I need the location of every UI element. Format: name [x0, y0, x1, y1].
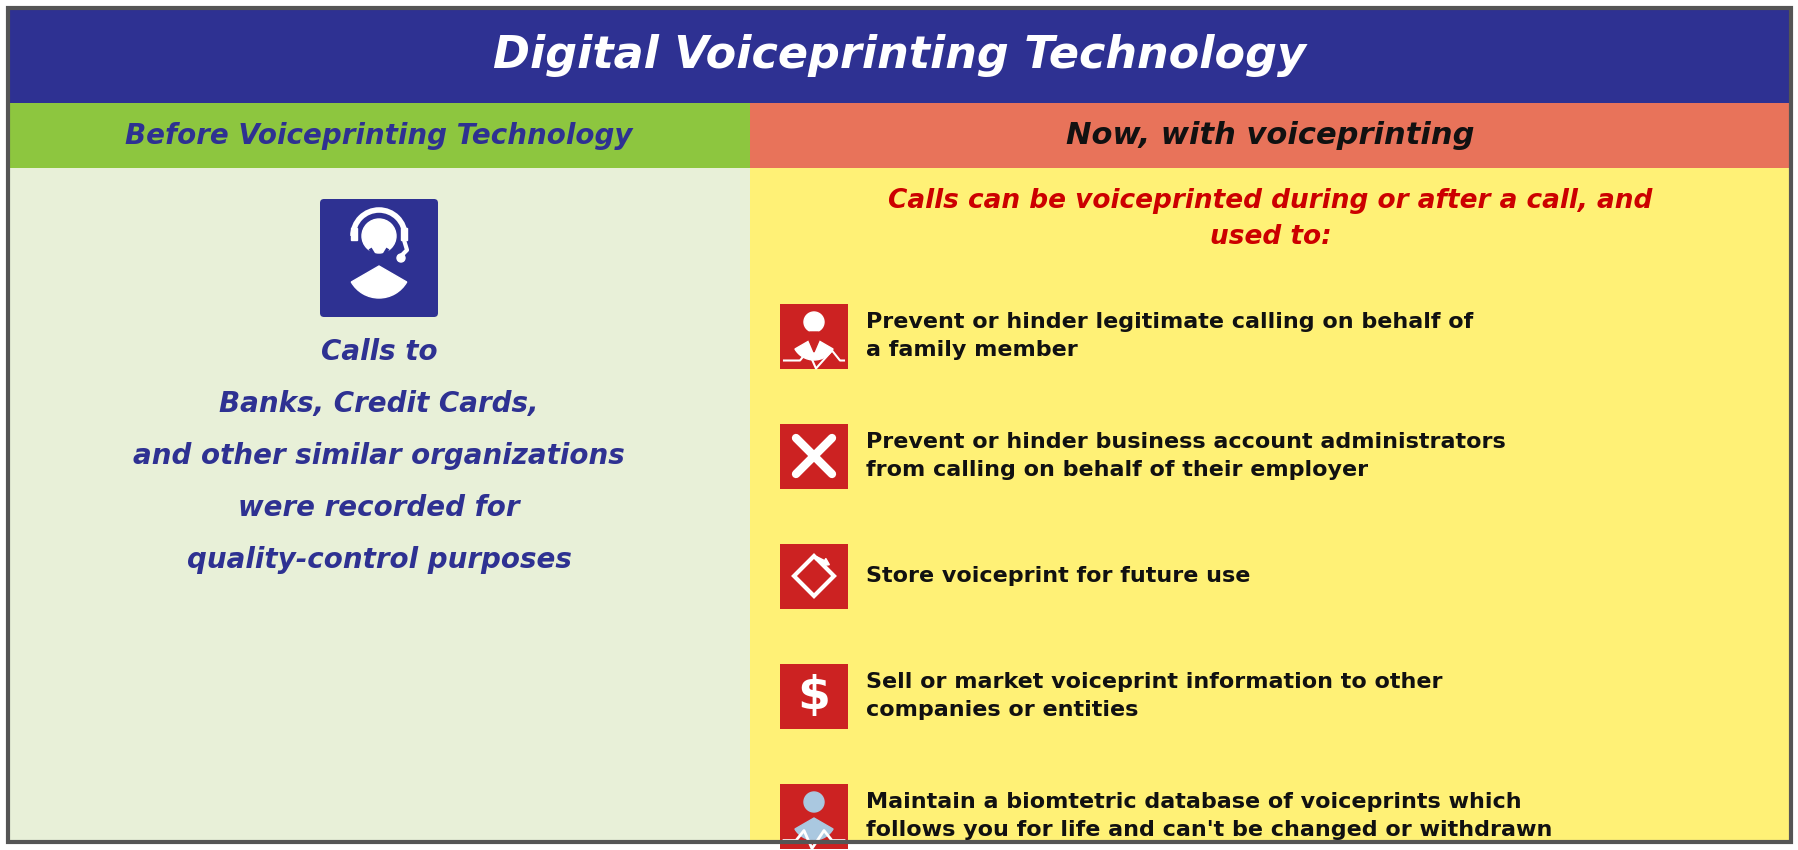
Text: Calls can be voiceprinted during or after a call, and
used to:: Calls can be voiceprinted during or afte… [888, 188, 1652, 250]
Bar [401, 228, 406, 240]
Text: Maintain a biomtetric database of voiceprints which
follows you for life and can: Maintain a biomtetric database of voicep… [865, 792, 1552, 840]
Circle shape [397, 254, 405, 262]
Text: Before Voiceprinting Technology: Before Voiceprinting Technology [126, 122, 633, 150]
Text: and other similar organizations: and other similar organizations [133, 442, 624, 470]
Bar [750, 168, 1791, 842]
Circle shape [361, 219, 396, 253]
Circle shape [804, 312, 823, 332]
Circle shape [804, 792, 823, 812]
Bar [7, 168, 750, 842]
Text: Prevent or hinder legitimate calling on behalf of
a family member: Prevent or hinder legitimate calling on … [865, 312, 1473, 360]
Text: Store voiceprint for future use: Store voiceprint for future use [865, 566, 1250, 586]
Text: quality-control purposes: quality-control purposes [187, 546, 572, 574]
FancyArrow shape [814, 557, 829, 565]
Polygon shape [807, 332, 820, 352]
Text: $: $ [797, 673, 831, 718]
Text: Digital Voiceprinting Technology: Digital Voiceprinting Technology [493, 34, 1305, 77]
FancyBboxPatch shape [320, 199, 437, 317]
Bar [780, 423, 847, 489]
Bar [351, 228, 356, 240]
Wedge shape [795, 338, 832, 360]
Text: Banks, Credit Cards,: Banks, Credit Cards, [219, 390, 538, 418]
Bar [780, 543, 847, 609]
Wedge shape [795, 818, 832, 840]
Text: Now, with voiceprinting: Now, with voiceprinting [1066, 121, 1474, 150]
Bar [780, 784, 847, 848]
Bar [750, 103, 1791, 168]
Text: Prevent or hinder business account administrators
from calling on behalf of thei: Prevent or hinder business account admin… [865, 432, 1505, 480]
Bar [7, 8, 1791, 103]
Bar [7, 103, 750, 168]
Wedge shape [351, 266, 406, 298]
Bar [780, 664, 847, 728]
Bar [780, 303, 847, 369]
Text: Calls to: Calls to [320, 338, 437, 366]
Text: Sell or market voiceprint information to other
companies or entities: Sell or market voiceprint information to… [865, 672, 1442, 720]
Text: were recorded for: were recorded for [237, 494, 520, 522]
